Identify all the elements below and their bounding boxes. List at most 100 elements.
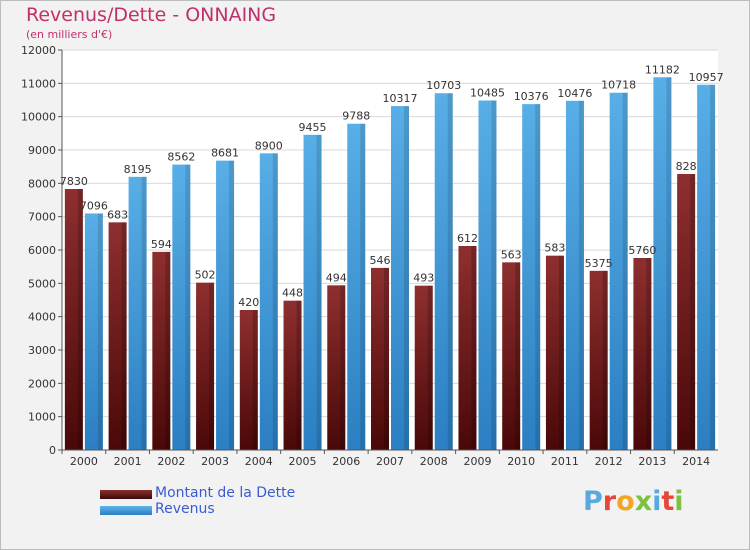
- bar-revenus: [303, 134, 322, 451]
- data-label-revenus: 10703: [426, 79, 461, 92]
- data-label-dette: 583: [544, 242, 565, 255]
- bar-revenus-shade: [97, 213, 103, 450]
- x-tick-label: 2014: [682, 455, 710, 468]
- bar-revenus: [522, 104, 541, 450]
- data-label-revenus: 10317: [383, 92, 418, 105]
- legend-label-revenus: Revenus: [155, 501, 215, 517]
- proxiti-logo: Proxiti: [583, 486, 684, 517]
- data-label-dette: 494: [326, 271, 347, 284]
- bar-revenus: [653, 77, 672, 451]
- x-tick-label: 2002: [157, 455, 185, 468]
- data-label-dette: 612: [457, 232, 478, 245]
- bar-dette: [239, 310, 258, 450]
- data-label-revenus: 10718: [601, 79, 636, 92]
- bar-revenus: [172, 164, 191, 450]
- bar-revenus-shade: [666, 77, 672, 451]
- legend-swatch-dette: [100, 490, 152, 499]
- bar-revenus-shade: [622, 92, 628, 450]
- data-label-dette: 7830: [60, 175, 88, 188]
- data-label-dette: 420: [238, 296, 259, 309]
- x-tick-label: 2007: [376, 455, 404, 468]
- data-label-dette: 5375: [585, 257, 613, 270]
- data-label-dette: 594: [151, 238, 172, 251]
- data-label-revenus: 10376: [514, 90, 549, 103]
- bar-revenus-shade: [447, 93, 453, 450]
- data-label-revenus: 10957: [689, 71, 724, 84]
- x-tick-label: 2004: [245, 455, 273, 468]
- chart-subtitle: (en milliers d'€): [26, 28, 113, 41]
- bar-revenus-shade: [535, 104, 541, 450]
- bar-dette: [633, 258, 652, 450]
- y-tick-label: 0: [49, 444, 56, 457]
- data-label-dette: 493: [413, 272, 434, 285]
- data-label-revenus: 8681: [211, 147, 239, 160]
- bar-revenus-shade: [710, 84, 716, 451]
- y-tick-label: 4000: [28, 311, 56, 324]
- data-label-dette: 502: [195, 269, 216, 282]
- x-tick-label: 2000: [70, 455, 98, 468]
- bar-dette: [458, 246, 477, 450]
- bar-revenus: [259, 153, 278, 451]
- y-tick-label: 12000: [21, 44, 56, 57]
- bar-dette-shade: [252, 310, 258, 450]
- bar-revenus: [565, 100, 584, 451]
- bar-revenus: [609, 92, 628, 450]
- x-tick-label: 2001: [114, 455, 142, 468]
- bar-dette-shade: [296, 300, 302, 450]
- bar-dette-shade: [646, 258, 652, 450]
- y-tick-label: 6000: [28, 244, 56, 257]
- bar-dette: [152, 251, 171, 450]
- bars: [64, 77, 716, 451]
- bar-revenus: [347, 123, 366, 450]
- bar-dette: [589, 270, 608, 450]
- bar-dette-shade: [121, 222, 127, 450]
- y-tick-label: 9000: [28, 144, 56, 157]
- bar-dette-shade: [471, 246, 477, 450]
- bar-revenus: [391, 106, 409, 450]
- bar-dette-shade: [515, 262, 521, 450]
- data-label-dette: 683: [107, 208, 128, 221]
- bar-dette: [414, 285, 433, 450]
- data-label-dette: 563: [501, 248, 522, 261]
- y-tick-label: 5000: [28, 277, 56, 290]
- data-label-revenus: 8562: [167, 151, 195, 164]
- bar-dette: [677, 174, 696, 450]
- legend-swatch-revenus: [100, 506, 152, 515]
- data-label-revenus: 9788: [342, 110, 370, 123]
- data-label-dette: 448: [282, 287, 303, 300]
- data-label-revenus: 8900: [255, 139, 283, 152]
- x-tick-label: 2006: [332, 455, 360, 468]
- bar-revenus-shade: [404, 106, 409, 450]
- bar-revenus: [216, 160, 235, 450]
- bar-revenus-shade: [229, 160, 235, 450]
- y-tick-label: 3000: [28, 344, 56, 357]
- bar-dette-shade: [340, 285, 346, 450]
- bar-revenus-shade: [578, 100, 584, 451]
- bar-dette-shade: [384, 267, 389, 450]
- bar-revenus: [478, 100, 497, 450]
- legend-label-dette: Montant de la Dette: [155, 485, 296, 501]
- axes: 0 1000 2000 3000 4000 5000 6000 7000 8000 9000 100…: [21, 44, 718, 468]
- y-tick-label: 8000: [28, 177, 56, 190]
- x-tick-label: 2005: [289, 455, 317, 468]
- data-label-revenus: 10476: [557, 87, 592, 100]
- x-tick-label: 2009: [463, 455, 491, 468]
- data-label-revenus: 7096: [80, 199, 108, 212]
- bar-revenus-shade: [272, 153, 278, 451]
- data-label-dette: 5760: [628, 244, 656, 257]
- chart-title: Revenus/Dette - ONNAING: [26, 4, 277, 26]
- x-tick-label: 2011: [551, 455, 579, 468]
- bar-dette: [64, 189, 83, 450]
- bar-dette: [327, 285, 346, 450]
- bar-revenus: [128, 176, 147, 451]
- bar-dette-shade: [690, 174, 696, 450]
- bar-revenus: [434, 93, 453, 450]
- bar-dette-shade: [602, 270, 608, 450]
- bar-revenus: [697, 84, 716, 451]
- bar-dette: [108, 222, 127, 450]
- y-tick-label: 2000: [28, 377, 56, 390]
- bar-revenus-shade: [141, 176, 147, 451]
- data-label-revenus: 11182: [645, 63, 680, 76]
